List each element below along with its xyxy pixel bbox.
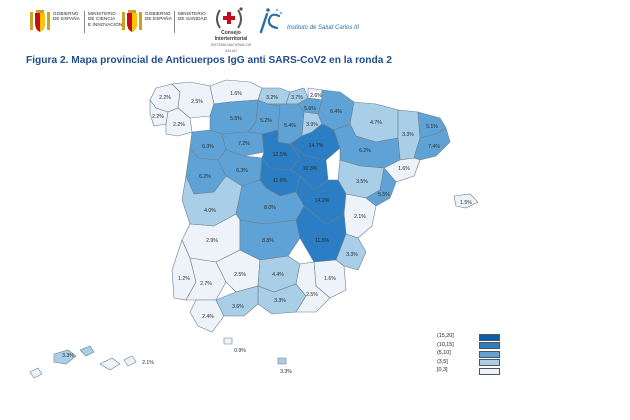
cisns-logo-icon (216, 7, 243, 29)
province-value-label: 7.2% (238, 141, 250, 147)
province-value-label: 2.5% (306, 292, 318, 298)
province-value-label: 3.7% (291, 95, 303, 101)
province-value-label: 3.3% (346, 252, 358, 258)
province-value-label: 5.2% (260, 118, 272, 124)
province-value-label: 2.5% (191, 99, 203, 105)
province-value-label: 5.4% (284, 123, 296, 129)
spain-coat-of-arms-icon (29, 9, 51, 35)
legend-item: (5,10] (437, 350, 507, 359)
province-value-label: 3.9% (306, 122, 318, 128)
province-value-label: 1.6% (398, 166, 410, 172)
province-value-label: 2.7% (200, 281, 212, 287)
province-ceuta (223, 337, 233, 345)
legend-label: (5,10] (437, 350, 451, 356)
government-text: GOBIERNO DE ESPAÑA (145, 11, 172, 22)
province-malaga (215, 285, 259, 317)
province-value-label: 7.4% (428, 144, 440, 150)
legend-swatch (479, 367, 500, 375)
province-value-label: 8.0% (264, 205, 276, 211)
province-value-label: 4.0% (204, 208, 216, 214)
province-value-label: 2.1% (354, 214, 366, 220)
province-value-label: 12.5% (273, 152, 288, 158)
province-value-label: 6.4% (330, 109, 342, 115)
province-value-label: 1.2% (178, 276, 190, 282)
province-almeria (295, 261, 331, 313)
province-value-label: 5.1% (426, 124, 438, 130)
province-value-label: 3.2% (266, 95, 278, 101)
map-legend: (15,20] (10,15] (5,10] (3,5] [0,3] (437, 333, 507, 376)
province-value-label: 1.5% (460, 200, 472, 206)
province-value-label: 2.9% (206, 238, 218, 244)
province-value-label: 2.6% (310, 93, 322, 99)
province-las-palmas (53, 345, 95, 365)
province-value-label: 14.7% (309, 143, 324, 149)
province-value-label: 3.3% (280, 369, 292, 375)
government-text: GOBIERNO DE ESPAÑA (53, 11, 80, 22)
ministry-health-text: MINISTERIO DE SANIDAD (178, 11, 208, 22)
province-value-label: 2.5% (234, 272, 246, 278)
province-santa-cruz-de-tenerife (29, 355, 137, 379)
province-value-label: 5.6% (304, 106, 316, 112)
legend-swatch (479, 333, 500, 341)
province-value-label: 3.5% (356, 179, 368, 185)
legend-item: (15,20] (437, 333, 507, 342)
legend-label: (3,5] (437, 358, 448, 365)
province-value-label: 11.6% (273, 178, 288, 184)
ministry-science-text: MINISTERIO DE CIENCIA E INNOVACIÓN (88, 11, 123, 27)
legend-swatch (479, 342, 500, 349)
province-value-label: 1.6% (230, 91, 242, 97)
divider (174, 11, 175, 33)
province-melilla (277, 357, 287, 365)
province-value-label: 4.7% (370, 120, 382, 126)
province-value-label: 3.3% (402, 132, 414, 138)
isciii-logo-icon (259, 8, 283, 34)
province-value-label: 4.4% (272, 272, 284, 278)
map-frame: 2.2% 2.5% 1.6% 3.2% 3.7% 2.6% 2.2% 2.2% 5.5% 5.2%… (26, 73, 512, 384)
province-value-label: 10.3% (303, 166, 318, 172)
legend-item: (10,15] (437, 342, 507, 351)
province-value-label: 6.2% (199, 174, 211, 180)
province-value-label: 2.4% (202, 314, 214, 320)
province-value-label: 3.6% (232, 304, 244, 310)
legend-item: (3,5] (437, 359, 507, 368)
legend-item: [0,3] (437, 367, 507, 376)
province-ourense (165, 107, 193, 137)
province-value-label: 8.8% (262, 238, 274, 244)
province-value-label: 2.2% (159, 95, 171, 101)
province-value-label: 2.2% (173, 122, 185, 128)
province-map: 2.2% 2.5% 1.6% 3.2% 3.7% 2.6% 2.2% 2.2% 5.5% 5.2%… (29, 79, 479, 379)
province-value-label: 0.9% (234, 348, 246, 354)
province-value-label: 3.3% (62, 353, 74, 359)
figure-title: Figura 2. Mapa provincial de Anticuerpos… (26, 55, 392, 66)
isciii-text: Instituto de Salud Carlos III (287, 25, 360, 31)
legend-label: (15,20] (437, 333, 454, 339)
header-logos: GOBIERNO DE ESPAÑA MINISTERIO DE CIENCIA E … (0, 0, 630, 53)
province-value-label: 6.3% (236, 168, 248, 174)
province-value-label: 5.5% (378, 192, 390, 198)
province-value-label: 1.6% (324, 276, 336, 282)
province-value-label: 3.3% (274, 298, 286, 304)
spain-coat-of-arms-icon (121, 9, 143, 35)
province-value-label: 5.5% (230, 116, 242, 122)
legend-label: (10,15] (437, 341, 454, 348)
province-value-label: 2.1% (142, 360, 154, 366)
province-illes-balears (453, 193, 479, 209)
legend-label: [0,3] (437, 367, 448, 373)
province-value-label: 6.2% (359, 148, 371, 154)
province-value-label: 2.2% (152, 114, 164, 120)
province-value-label: 6.3% (202, 144, 214, 150)
divider (84, 11, 85, 33)
legend-swatch (479, 350, 500, 358)
legend-swatch (479, 359, 500, 366)
cisns-text: Consejo Interterritorial SISTEMA NACIONA… (210, 30, 252, 53)
province-value-label: 14.2% (315, 198, 330, 204)
province-value-label: 11.5% (315, 238, 330, 244)
